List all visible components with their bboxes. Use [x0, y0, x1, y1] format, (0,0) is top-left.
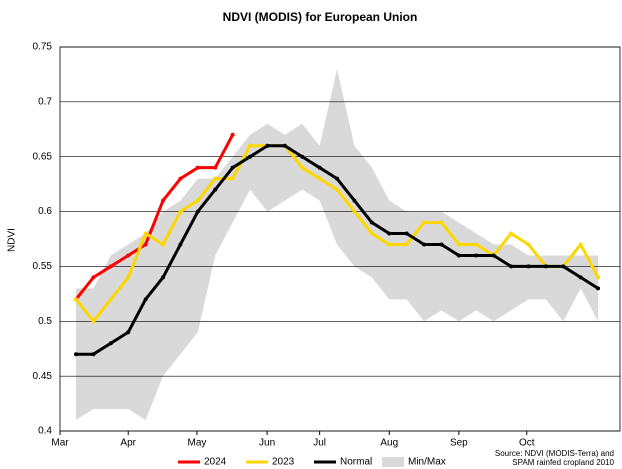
point [352, 209, 357, 214]
point [143, 231, 148, 236]
y-tick-label: 0.65 [33, 151, 53, 162]
point [230, 176, 235, 181]
point [596, 275, 601, 280]
y-tick-label: 0.5 [38, 316, 52, 327]
point [143, 297, 148, 302]
x-tick-label: Mar [51, 438, 69, 449]
point [300, 154, 305, 159]
point [456, 253, 461, 258]
point [195, 209, 200, 214]
min-max-band [76, 68, 599, 421]
point [491, 253, 496, 258]
x-tick-label: Oct [519, 438, 535, 449]
point [422, 220, 427, 225]
point [439, 242, 444, 247]
point [230, 132, 235, 137]
plot-frame [59, 46, 621, 432]
point [543, 264, 548, 269]
point [317, 176, 322, 181]
point [578, 275, 583, 280]
point [474, 253, 479, 258]
y-tick-label: 0.75 [33, 42, 53, 53]
point [248, 143, 253, 148]
point [178, 242, 183, 247]
point [509, 231, 514, 236]
point [91, 319, 96, 324]
legend-label: 2024 [204, 457, 227, 468]
point [195, 198, 200, 203]
legend-swatch [382, 457, 404, 467]
source-note: Source: NDVI (MODIS-Terra) and [495, 449, 614, 458]
point [317, 165, 322, 170]
legend-label: 2023 [272, 457, 295, 468]
point [596, 286, 601, 291]
legend-label: Normal [340, 457, 372, 468]
point [456, 242, 461, 247]
x-tick-label: Sep [450, 438, 468, 449]
x-tick-label: Aug [380, 438, 398, 449]
point [230, 165, 235, 170]
point [352, 198, 357, 203]
point [91, 352, 96, 357]
point [404, 242, 409, 247]
chart-title: NDVI (MODIS) for European Union [223, 10, 418, 24]
point [248, 154, 253, 159]
point [387, 231, 392, 236]
point [526, 264, 531, 269]
point [161, 198, 166, 203]
point [108, 341, 113, 346]
point [474, 242, 479, 247]
point [213, 187, 218, 192]
x-tick-label: Jul [313, 438, 326, 449]
point [578, 242, 583, 247]
point [108, 297, 113, 302]
point [404, 231, 409, 236]
point [369, 220, 374, 225]
point [509, 264, 514, 269]
y-axis-label: NDVI [7, 228, 18, 252]
point [91, 275, 96, 280]
point [439, 220, 444, 225]
point [74, 352, 79, 357]
point [265, 143, 270, 148]
point [143, 242, 148, 247]
y-tick-label: 0.4 [38, 426, 52, 437]
point [526, 242, 531, 247]
point [178, 176, 183, 181]
point [126, 253, 131, 258]
x-tick-label: Apr [120, 438, 136, 449]
point [74, 297, 79, 302]
point [300, 165, 305, 170]
point [561, 264, 566, 269]
point [161, 242, 166, 247]
point [108, 264, 113, 269]
source-note: SPAM rainfed cropland 2010 [512, 458, 614, 467]
y-tick-label: 0.7 [38, 96, 52, 107]
point [213, 165, 218, 170]
point [178, 209, 183, 214]
x-tick-label: Jun [259, 438, 275, 449]
point [161, 275, 166, 280]
x-tick-label: May [188, 438, 207, 449]
y-tick-label: 0.45 [33, 371, 53, 382]
point [126, 275, 131, 280]
point [195, 165, 200, 170]
point [282, 143, 287, 148]
point [335, 176, 340, 181]
point [387, 242, 392, 247]
series-line [74, 134, 234, 301]
point [213, 176, 218, 181]
point [335, 187, 340, 192]
point [422, 242, 427, 247]
point [369, 231, 374, 236]
legend-label: Min/Max [408, 457, 446, 468]
y-tick-label: 0.55 [33, 261, 53, 272]
point [126, 330, 131, 335]
y-tick-label: 0.6 [38, 206, 52, 217]
